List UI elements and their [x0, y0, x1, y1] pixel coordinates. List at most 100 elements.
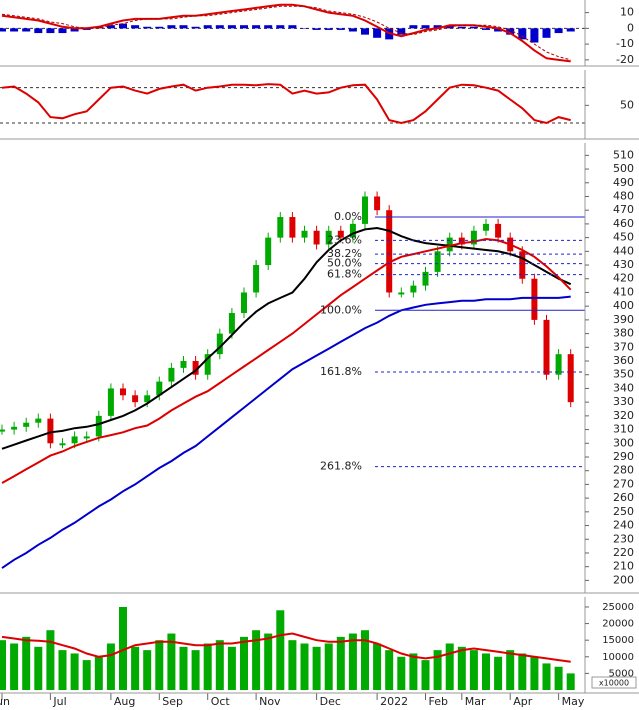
bar	[119, 606, 127, 690]
bar	[106, 25, 115, 29]
bar	[10, 643, 19, 690]
y-tick-label: 360	[613, 354, 634, 367]
bar	[82, 660, 91, 690]
y-tick-label: 500	[613, 162, 634, 175]
y-tick-label: 280	[613, 464, 634, 477]
y-tick-label: 430	[613, 258, 634, 271]
fib-label: 261.8%	[320, 460, 362, 473]
bar	[421, 660, 430, 690]
x-tick-label: Sep	[162, 695, 183, 708]
bar	[252, 25, 261, 29]
bar	[10, 28, 19, 32]
x-tick-label: Dec	[320, 695, 341, 708]
bar	[324, 643, 333, 690]
bar	[566, 673, 575, 690]
bar	[506, 28, 515, 35]
y-tick-label: 460	[613, 217, 634, 230]
bar	[46, 28, 55, 34]
y-tick-label: 450	[613, 231, 634, 244]
y-tick-label: 200	[613, 573, 634, 586]
y-tick-label: 270	[613, 477, 634, 490]
bar	[433, 650, 442, 690]
bar	[518, 28, 527, 40]
bar	[264, 25, 273, 29]
bar	[22, 28, 31, 32]
bar	[143, 26, 152, 29]
bar	[143, 650, 152, 690]
y-tick-label: 420	[613, 272, 634, 285]
bar	[203, 643, 212, 690]
bar	[34, 28, 43, 34]
bar	[215, 25, 224, 29]
fib-label: 0.0%	[334, 210, 362, 223]
bar	[530, 28, 539, 43]
bar	[300, 643, 309, 690]
y-tick-label: 490	[613, 176, 634, 189]
y-tick-label: 50	[620, 98, 634, 111]
y-tick-label: 380	[613, 327, 634, 340]
bar	[542, 28, 551, 38]
bar	[227, 646, 236, 690]
bar	[361, 28, 369, 35]
fib-label: 23.6%	[327, 233, 362, 246]
bar	[361, 630, 369, 690]
y-tick-label: 390	[613, 313, 634, 326]
bar	[155, 26, 164, 29]
bar	[482, 653, 490, 690]
series-line	[1, 226, 572, 450]
bar	[191, 26, 200, 29]
bar	[312, 646, 321, 690]
series-line	[1, 237, 572, 484]
y-tick-label: 220	[613, 546, 634, 559]
bar	[554, 666, 563, 690]
bar	[397, 656, 406, 690]
unit-label: x10000	[599, 679, 629, 688]
bar	[469, 650, 478, 690]
y-tick-label: 400	[613, 299, 634, 312]
y-tick-label: 5000	[609, 668, 634, 679]
y-tick-label: 440	[613, 244, 634, 257]
fib-label: 38.2%	[327, 247, 362, 260]
x-tick-label: 2022	[380, 695, 408, 708]
bar	[215, 640, 224, 690]
y-tick-label: 260	[613, 491, 634, 504]
y-tick-label: 210	[613, 560, 634, 573]
bar	[530, 656, 539, 690]
bar	[348, 28, 357, 32]
x-tick-label: Aug	[114, 695, 135, 708]
bar	[252, 630, 261, 690]
bar	[518, 653, 527, 690]
bar	[34, 646, 43, 690]
bar	[542, 663, 551, 690]
series-line	[1, 83, 571, 125]
y-tick-label: 290	[613, 450, 634, 463]
bar	[445, 643, 454, 690]
bar	[94, 656, 103, 690]
bar	[421, 25, 430, 29]
bar	[373, 643, 382, 690]
y-tick-label: 250	[613, 505, 634, 518]
bar	[240, 25, 248, 29]
bar	[324, 28, 333, 30]
bar	[203, 25, 212, 29]
bar	[312, 28, 321, 30]
bar	[46, 630, 55, 690]
y-tick-label: 370	[613, 340, 634, 353]
y-tick-label: 320	[613, 409, 634, 422]
bar	[179, 25, 188, 29]
y-tick-label: 240	[613, 519, 634, 532]
y-tick-label: 340	[613, 381, 634, 394]
fib-label: 161.8%	[320, 365, 362, 378]
y-tick-label: 410	[613, 285, 634, 298]
series-line	[1, 632, 571, 663]
bar	[494, 656, 503, 690]
bar	[554, 28, 563, 34]
y-tick-label: 480	[613, 189, 634, 202]
bar	[106, 643, 115, 690]
x-tick-label: Oct	[211, 695, 231, 708]
bar	[336, 636, 345, 690]
bar	[131, 646, 140, 690]
y-tick-label: 510	[613, 148, 634, 161]
x-tick-label: Jun	[0, 695, 10, 708]
